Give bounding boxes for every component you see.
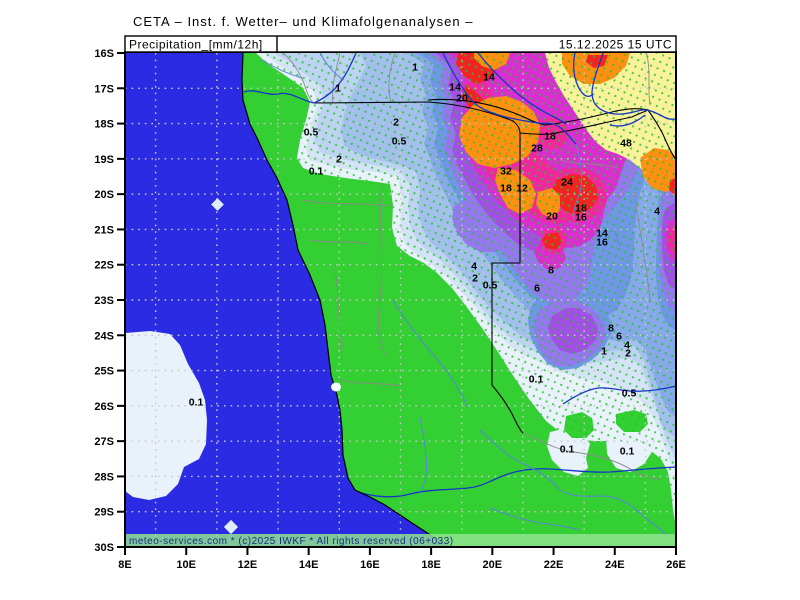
contour-value-label: 6 bbox=[616, 331, 622, 343]
contour-value-label: 4 bbox=[654, 206, 660, 218]
contour-value-label: 16 bbox=[596, 237, 608, 249]
contour-value-label: 0.1 bbox=[620, 446, 635, 458]
contour-value-label: 0.5 bbox=[622, 388, 637, 400]
contour-value-label: 2 bbox=[472, 273, 478, 285]
map-body: meteo-services.com * (c)2025 IWKF * All … bbox=[125, 52, 676, 547]
contour-value-label: 32 bbox=[500, 166, 512, 178]
lat-label: 30S bbox=[94, 542, 114, 554]
contour-value-label: 18 bbox=[575, 203, 587, 215]
lat-label: 22S bbox=[94, 260, 114, 272]
contour-value-label: 14 bbox=[596, 228, 608, 240]
lon-label: 24E bbox=[605, 559, 625, 571]
contour-value-label: 4 bbox=[471, 261, 477, 273]
contour-value-label: 48 bbox=[620, 138, 632, 150]
coastline bbox=[241, 52, 451, 547]
lat-label: 24S bbox=[94, 330, 114, 342]
watermark-text: meteo-services.com * (c)2025 IWKF * All … bbox=[129, 536, 454, 547]
lon-label: 18E bbox=[421, 559, 441, 571]
lon-label: 20E bbox=[483, 559, 503, 571]
rivers-major bbox=[243, 52, 676, 498]
contour-value-label: 8 bbox=[608, 323, 614, 335]
lat-label: 21S bbox=[94, 224, 114, 236]
contour-value-label: 18 bbox=[500, 183, 512, 195]
contour-value-label: 12 bbox=[516, 183, 528, 195]
island-diamond-2 bbox=[223, 519, 239, 535]
lon-label: 14E bbox=[299, 559, 319, 571]
contour-value-label: 14 bbox=[483, 72, 495, 84]
contour-value-label: 14 bbox=[449, 82, 461, 94]
lat-label: 19S bbox=[94, 154, 114, 166]
contour-value-label: 0.5 bbox=[304, 127, 319, 139]
contour-value-label: 4 bbox=[624, 340, 630, 352]
contour-value-label: 20 bbox=[546, 211, 558, 223]
precip-ocean-patch bbox=[125, 331, 207, 500]
contour-value-label: 2 bbox=[625, 348, 631, 360]
lat-label: 20S bbox=[94, 189, 114, 201]
precip-patch-se1 bbox=[547, 428, 590, 476]
page-title: CETA – Inst. f. Wetter– und Klimafolgena… bbox=[133, 14, 473, 29]
contour-value-label: 0.1 bbox=[309, 166, 324, 178]
contour-value-label: 0.1 bbox=[529, 374, 544, 386]
header-bar: Precipitation_[mm/12h] 15.12.2025 15 UTC bbox=[124, 35, 677, 53]
contour-value-label: 8 bbox=[548, 265, 554, 277]
contour-value-label: 6 bbox=[534, 283, 540, 295]
lat-label: 25S bbox=[94, 366, 114, 378]
lat-label: 27S bbox=[94, 436, 114, 448]
contour-value-label: 2 bbox=[393, 117, 399, 129]
contour-value-label: 20 bbox=[456, 93, 468, 105]
lat-label: 28S bbox=[94, 471, 114, 483]
contour-value-label: 0.1 bbox=[560, 444, 575, 456]
lat-label: 26S bbox=[94, 401, 114, 413]
country-borders bbox=[313, 98, 676, 434]
contour-value-label: 0.5 bbox=[392, 136, 407, 148]
contour-value-label: 1 bbox=[412, 62, 418, 74]
contour-value-label: 0.5 bbox=[483, 280, 498, 292]
contour-value-label: 24 bbox=[561, 177, 573, 189]
contour-value-label: 18 bbox=[544, 131, 556, 143]
header-box bbox=[124, 35, 677, 53]
lat-label: 29S bbox=[94, 507, 114, 519]
lat-label: 17S bbox=[94, 83, 114, 95]
lon-label: 16E bbox=[360, 559, 380, 571]
rivers-minor bbox=[261, 52, 669, 537]
province-borders bbox=[282, 52, 661, 481]
watermark-band bbox=[125, 534, 676, 547]
axis-labels: 16S 17S 18S 19S 20S 21S 22S 23S 24S 25S 26S 27S 28S 2… bbox=[94, 48, 685, 571]
lon-label: 26E bbox=[666, 559, 686, 571]
contour-value-label: 0.1 bbox=[189, 397, 204, 409]
lat-label: 18S bbox=[94, 119, 114, 131]
lon-label: 22E bbox=[544, 559, 564, 571]
contour-value-label: 1 bbox=[335, 83, 341, 95]
lon-label: 10E bbox=[176, 559, 196, 571]
island-diamond-1 bbox=[211, 198, 224, 211]
contour-value-label: 1 bbox=[601, 346, 607, 358]
timestamp-label: 15.12.2025 15 UTC bbox=[559, 38, 672, 52]
lat-label: 23S bbox=[94, 295, 114, 307]
lon-label: 8E bbox=[118, 559, 131, 571]
stipple-overlay bbox=[256, 53, 676, 526]
contour-value-label: 16 bbox=[575, 212, 587, 224]
axis-ticks bbox=[117, 52, 677, 555]
product-label: Precipitation_[mm/12h] bbox=[129, 38, 263, 52]
contour-value-label: 2 bbox=[336, 154, 342, 166]
salt-pan bbox=[331, 382, 341, 392]
contour-value-label: 28 bbox=[531, 143, 543, 155]
lon-label: 12E bbox=[238, 559, 258, 571]
lat-label: 16S bbox=[94, 48, 114, 60]
